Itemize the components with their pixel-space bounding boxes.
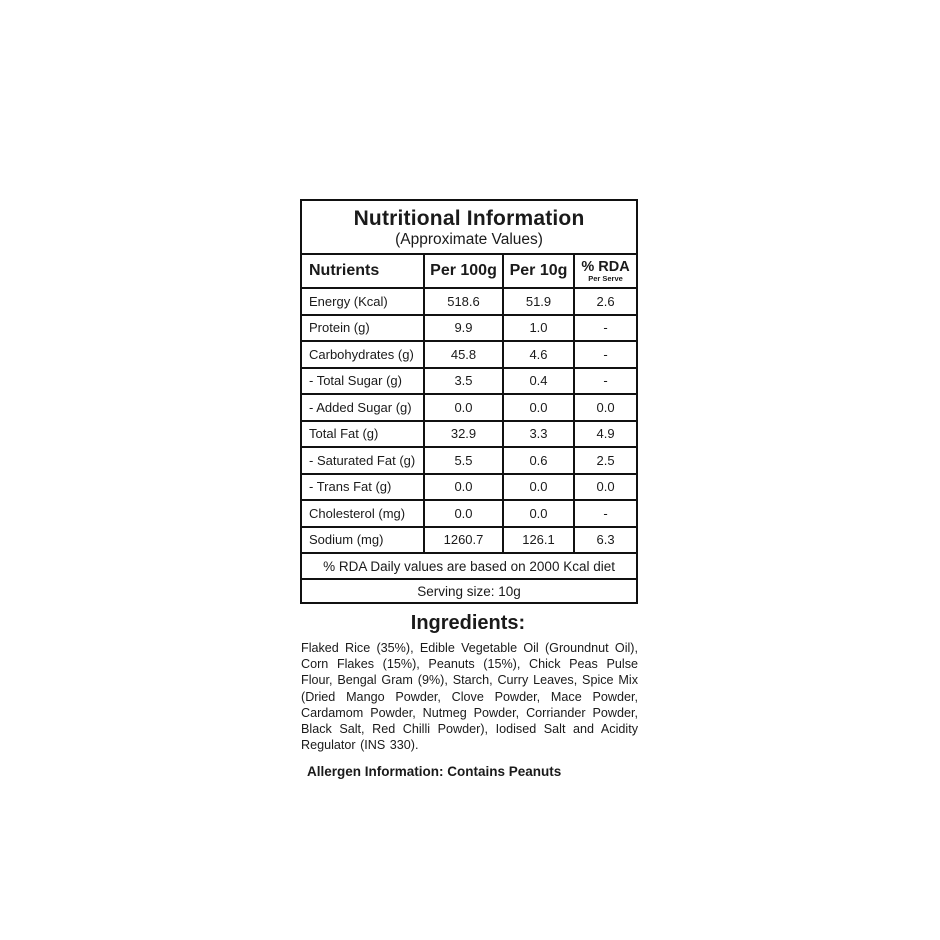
column-header-nutrients: Nutrients	[300, 253, 425, 289]
table-title-cell: Nutritional Information (Approximate Val…	[299, 199, 639, 255]
value-cell-rda: 6.3	[572, 525, 639, 554]
value-cell-per-10g: 4.6	[502, 340, 575, 369]
value-cell-per-10g: 126.1	[502, 525, 575, 554]
table-row-added-sugar: - Added Sugar (g) 0.0 0.0 0.0	[300, 393, 639, 422]
table-row-trans-fat: - Trans Fat (g) 0.0 0.0 0.0	[300, 472, 639, 501]
serving-size-row: Serving size: 10g	[299, 578, 639, 604]
value-cell-per-100g: 9.9	[423, 313, 504, 342]
table-row-protein: Protein (g) 9.9 1.0 -	[300, 313, 639, 342]
column-header-per-100g: Per 100g	[423, 253, 504, 289]
value-cell-per-10g: 0.0	[502, 472, 575, 501]
value-cell-rda: 0.0	[572, 393, 639, 422]
serving-size: Serving size: 10g	[299, 578, 639, 604]
column-header-row: Nutrients Per 100g Per 10g % RDA Per Ser…	[300, 253, 639, 289]
table-title-row: Nutritional Information (Approximate Val…	[299, 199, 639, 255]
column-header-rda: % RDA Per Serve	[572, 253, 639, 289]
value-cell-per-100g: 3.5	[423, 366, 504, 395]
value-cell-per-100g: 1260.7	[423, 525, 504, 554]
value-cell-per-10g: 0.0	[502, 393, 575, 422]
value-cell-per-100g: 45.8	[423, 340, 504, 369]
table-row-total-fat: Total Fat (g) 32.9 3.3 4.9	[300, 419, 639, 448]
nutrition-table: Nutritional Information (Approximate Val…	[299, 199, 639, 604]
nutrient-cell: Cholesterol (mg)	[300, 499, 425, 528]
table-row-energy: Energy (Kcal) 518.6 51.9 2.6	[300, 287, 639, 316]
column-header-per-10g: Per 10g	[502, 253, 575, 289]
rda-header-sub: Per Serve	[588, 274, 623, 283]
nutrient-cell: - Total Sugar (g)	[300, 366, 425, 395]
table-title: Nutritional Information	[353, 206, 585, 230]
nutrient-cell: Carbohydrates (g)	[300, 340, 425, 369]
table-subtitle: (Approximate Values)	[395, 230, 543, 248]
value-cell-rda: -	[572, 366, 639, 395]
value-cell-per-100g: 5.5	[423, 446, 504, 475]
ingredients-heading: Ingredients:	[410, 612, 526, 634]
value-cell-per-100g: 32.9	[423, 419, 504, 448]
value-cell-rda: 2.5	[572, 446, 639, 475]
value-cell-rda: 0.0	[572, 472, 639, 501]
nutrient-cell: Sodium (mg)	[300, 525, 425, 554]
value-cell-rda: -	[572, 313, 639, 342]
value-cell-rda: 4.9	[572, 419, 639, 448]
table-row-total-sugar: - Total Sugar (g) 3.5 0.4 -	[300, 366, 639, 395]
value-cell-per-100g: 0.0	[423, 472, 504, 501]
value-cell-rda: 2.6	[572, 287, 639, 316]
nutrient-cell: Protein (g)	[300, 313, 425, 342]
table-row-saturated-fat: - Saturated Fat (g) 5.5 0.6 2.5	[300, 446, 639, 475]
ingredients-text: Flaked Rice (35%), Edible Vegetable Oil …	[301, 641, 638, 753]
nutrient-cell: - Saturated Fat (g)	[300, 446, 425, 475]
value-cell-per-10g: 0.0	[502, 499, 575, 528]
value-cell-per-10g: 51.9	[502, 287, 575, 316]
value-cell-per-100g: 0.0	[423, 393, 504, 422]
value-cell-per-10g: 1.0	[502, 313, 575, 342]
value-cell-per-10g: 0.4	[502, 366, 575, 395]
value-cell-per-100g: 0.0	[423, 499, 504, 528]
nutrient-cell: - Trans Fat (g)	[300, 472, 425, 501]
nutrient-cell: Energy (Kcal)	[300, 287, 425, 316]
table-row-sodium: Sodium (mg) 1260.7 126.1 6.3	[300, 525, 639, 554]
value-cell-per-10g: 3.3	[502, 419, 575, 448]
table-row-cholesterol: Cholesterol (mg) 0.0 0.0 -	[300, 499, 639, 528]
nutrient-cell: Total Fat (g)	[300, 419, 425, 448]
allergen-info: Allergen Information: Contains Peanuts	[307, 764, 562, 779]
rda-header-main: % RDA	[581, 258, 630, 275]
table-row-carbohydrates: Carbohydrates (g) 45.8 4.6 -	[300, 340, 639, 369]
rda-footnote: % RDA Daily values are based on 2000 Kca…	[299, 552, 639, 580]
value-cell-rda: -	[572, 340, 639, 369]
nutrient-cell: - Added Sugar (g)	[300, 393, 425, 422]
value-cell-rda: -	[572, 499, 639, 528]
value-cell-per-10g: 0.6	[502, 446, 575, 475]
rda-footnote-row: % RDA Daily values are based on 2000 Kca…	[299, 552, 639, 580]
value-cell-per-100g: 518.6	[423, 287, 504, 316]
